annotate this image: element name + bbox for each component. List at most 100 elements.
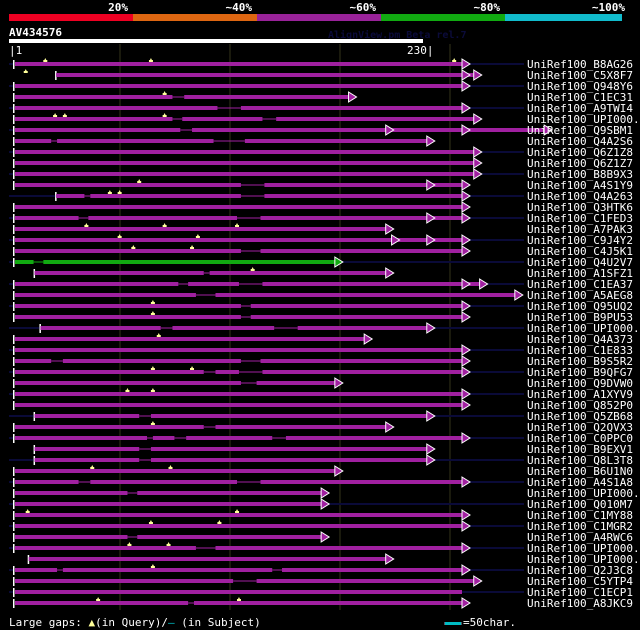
hit-label[interactable]: UniRef100_UPI000..	[527, 322, 640, 335]
hit-row[interactable]	[9, 344, 524, 356]
hit-row[interactable]	[27, 553, 395, 565]
hit-label[interactable]: UniRef100_A9TWI4	[527, 102, 633, 115]
hit-label[interactable]: UniRef100_A8JKC9	[527, 597, 633, 610]
hit-label[interactable]: UniRef100_Q010M7	[527, 498, 633, 511]
hit-label[interactable]: UniRef100_Q6Z1Z8	[527, 146, 633, 159]
hit-row[interactable]	[9, 300, 524, 312]
hit-label[interactable]: UniRef100_B8B9X3	[527, 168, 633, 181]
hit-label[interactable]: UniRef100_Q4A373	[527, 333, 633, 346]
hit-label[interactable]: UniRef100_Q8L3T8	[527, 454, 633, 467]
hit-label[interactable]: UniRef100_UPI000..	[527, 542, 640, 555]
hit-label[interactable]: UniRef100_B9EXV1	[527, 443, 633, 456]
hit-row[interactable]	[13, 465, 344, 477]
hit-row[interactable]	[9, 564, 524, 576]
hit-label[interactable]: UniRef100_C5X8F7	[527, 69, 633, 82]
hit-row[interactable]	[9, 190, 524, 202]
hit-row[interactable]	[13, 113, 483, 125]
hit-row[interactable]	[13, 377, 344, 389]
hit-row[interactable]	[13, 333, 374, 345]
hit-row[interactable]	[13, 245, 471, 257]
hit-label[interactable]: UniRef100_B9QFG7	[527, 366, 633, 379]
hit-row[interactable]	[9, 432, 524, 444]
hit-label[interactable]: UniRef100_Q2J3C8	[527, 564, 633, 577]
hit-row[interactable]	[13, 575, 483, 587]
hit-label[interactable]: UniRef100_A1XYV9	[527, 388, 633, 401]
hit-label[interactable]: UniRef100_Q4U2V7	[527, 256, 633, 269]
hit-row[interactable]	[13, 157, 483, 169]
hit-row[interactable]	[13, 509, 471, 521]
hit-label[interactable]: UniRef100_B9S5R2	[527, 355, 633, 368]
hit-label[interactable]: UniRef100_A5AEG8	[527, 289, 633, 302]
hit-row[interactable]	[9, 410, 524, 422]
hit-label[interactable]: UniRef100_C1MY88	[527, 509, 633, 522]
hit-row[interactable]	[9, 168, 524, 180]
hit-label[interactable]: UniRef100_C1FED3	[527, 212, 633, 225]
hit-row[interactable]	[9, 322, 524, 334]
hit-row[interactable]	[13, 421, 395, 433]
hit-label[interactable]: UniRef100_Q948Y6	[527, 80, 633, 93]
hit-row[interactable]	[13, 289, 524, 301]
hit-row[interactable]	[9, 102, 524, 114]
hit-label[interactable]: UniRef100_C9J4Y2	[527, 234, 633, 247]
hit-row[interactable]	[9, 366, 524, 378]
hit-row[interactable]	[13, 531, 331, 543]
hit-label[interactable]: UniRef100_Q95UQ2	[527, 300, 633, 313]
hit-row[interactable]	[33, 267, 395, 279]
hit-row[interactable]	[9, 256, 524, 268]
hit-row[interactable]	[9, 588, 524, 597]
hit-label[interactable]: UniRef100_UPI000..	[527, 113, 640, 126]
hit-label[interactable]: UniRef100_Q9SBM1	[527, 124, 633, 137]
hit-label[interactable]: UniRef100_C1E833	[527, 344, 633, 357]
hit-row[interactable]	[13, 355, 471, 367]
hit-row[interactable]	[13, 179, 471, 191]
hit-label[interactable]: UniRef100_Q9DVW0	[527, 377, 633, 390]
hit-label[interactable]: UniRef100_A4RWC6	[527, 531, 633, 544]
hit-row[interactable]	[9, 498, 524, 510]
hit-label[interactable]: UniRef100_B9PU53	[527, 311, 633, 324]
hit-label[interactable]: UniRef100_C1MGR2	[527, 520, 633, 533]
hit-row[interactable]	[13, 223, 395, 235]
hit-label[interactable]: UniRef100_B6U1N0	[527, 465, 633, 478]
hit-row[interactable]	[9, 234, 524, 246]
hit-row[interactable]	[9, 454, 524, 466]
hit-row[interactable]	[9, 476, 524, 488]
hit-row[interactable]	[13, 311, 471, 323]
hit-row[interactable]	[9, 520, 524, 532]
hit-row[interactable]	[9, 58, 524, 70]
hit-row[interactable]	[9, 278, 524, 290]
hit-label[interactable]: UniRef100_A4S1Y9	[527, 179, 633, 192]
hit-label[interactable]: UniRef100_C1ECP1	[527, 586, 633, 599]
hit-label[interactable]: UniRef100_C4J5K1	[527, 245, 633, 258]
hit-label[interactable]: UniRef100_B8AG26	[527, 58, 633, 71]
hit-label[interactable]: UniRef100_C0PPC0	[527, 432, 633, 445]
hit-row[interactable]	[33, 443, 436, 455]
hit-row[interactable]	[13, 91, 358, 103]
hit-label[interactable]: UniRef100_Q4A263	[527, 190, 633, 203]
hit-row[interactable]	[9, 388, 524, 400]
hit-label[interactable]: UniRef100_UPI000..	[527, 487, 640, 500]
hit-row[interactable]	[9, 124, 554, 136]
hit-label[interactable]: UniRef100_Q4A2S6	[527, 135, 633, 148]
hit-row[interactable]	[13, 399, 471, 411]
hit-label[interactable]: UniRef100_Q5ZB68	[527, 410, 633, 423]
hit-row[interactable]	[13, 597, 471, 609]
hit-label[interactable]: UniRef100_Q2QVX3	[527, 421, 633, 434]
hit-row[interactable]	[23, 69, 483, 81]
hit-row[interactable]	[9, 212, 524, 224]
hit-label[interactable]: UniRef100_Q6Z1Z7	[527, 157, 633, 170]
hit-label[interactable]: UniRef100_Q852P0	[527, 399, 633, 412]
hit-row[interactable]	[13, 487, 331, 499]
hit-row[interactable]	[9, 80, 524, 92]
hit-label[interactable]: UniRef100_C1EA37	[527, 278, 633, 291]
hit-label[interactable]: UniRef100_A1SFZ1	[527, 267, 633, 280]
hit-row[interactable]	[13, 135, 436, 147]
hit-label[interactable]: UniRef100_C1EC31	[527, 91, 633, 104]
hit-label[interactable]: UniRef100_A7PAK3	[527, 223, 633, 236]
hit-row[interactable]	[9, 542, 524, 554]
hit-row[interactable]	[9, 146, 524, 158]
hit-label[interactable]: UniRef100_UPI000..	[527, 553, 640, 566]
hit-label[interactable]: UniRef100_Q3HTK6	[527, 201, 633, 214]
hit-label[interactable]: UniRef100_A4S1A8	[527, 476, 633, 489]
hit-row[interactable]	[13, 201, 471, 213]
hit-label[interactable]: UniRef100_C5YTP4	[527, 575, 633, 588]
